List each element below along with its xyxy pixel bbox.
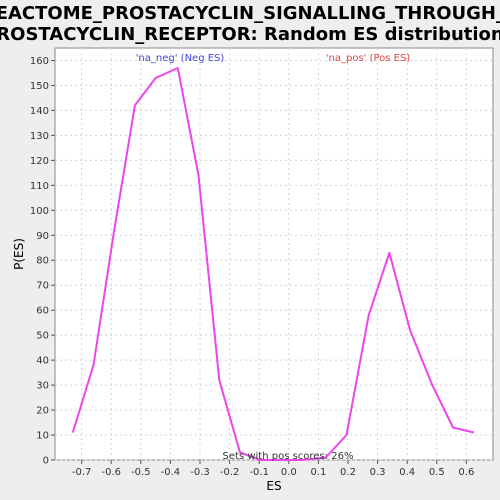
y-tick-label: 20 [36,406,49,417]
y-tick-label: 60 [36,306,49,317]
y-tick-label: 10 [36,431,49,442]
series-line [71,67,475,461]
x-tick-label: 0.6 [458,467,474,478]
y-tick-label: 50 [36,331,49,342]
chart-title-line-2: ROSTACYCLIN_RECEPTOR: Random ES distribu… [0,24,500,45]
y-tick-label: 120 [30,156,49,167]
y-tick-label: 90 [36,231,49,242]
y-tick-label: 70 [36,281,49,292]
x-tick-label: -0.5 [131,467,151,478]
neg-es-label: 'na_neg' (Neg ES) [136,53,225,64]
pos-es-label: 'na_pos' (Pos ES) [326,53,411,64]
y-tick-label: 130 [30,131,49,142]
x-tick-label: -0.6 [101,467,121,478]
y-tick-label: 100 [30,206,49,217]
x-tick-label: 0.3 [370,467,386,478]
x-tick-label: 0.4 [399,467,415,478]
y-tick-label: 160 [30,56,49,67]
x-tick-label: -0.7 [72,467,92,478]
y-tick-label: 140 [30,106,49,117]
y-tick-label: 80 [36,256,49,267]
y-axis-label: P(ES) [12,238,26,270]
x-tick-label: 0.1 [310,467,326,478]
y-tick-label: 110 [30,181,49,192]
x-tick-label: -0.4 [161,467,181,478]
plot-area [54,47,494,461]
y-tick-label: 150 [30,81,49,92]
grid-lines [55,48,493,461]
y-axis-ticks: 0 10 20 30 40 50 60 70 80 90 100 110 120 130 140 150 160 [30,56,55,467]
chart-title-line-1: REACTOME_PROSTACYCLIN_SIGNALLING_THROUGH… [0,3,500,24]
x-tick-label: 0.5 [429,467,445,478]
y-tick-label: 40 [36,356,49,367]
x-tick-label: -0.3 [190,467,210,478]
pos-scores-footer: Sets with pos scores: 26% [223,451,354,462]
x-tick-label: -0.1 [249,467,269,478]
x-tick-label: 0.0 [281,467,297,478]
x-tick-label: 0.2 [340,467,356,478]
x-axis-ticks: -0.7 -0.6 -0.5 -0.4 -0.3 -0.2 -0.1 0.0 0.1 0.2 0.3… [72,460,474,478]
y-tick-label: 0 [43,456,49,467]
x-axis-label: ES [266,479,281,493]
y-tick-label: 30 [36,381,49,392]
x-tick-label: -0.2 [220,467,240,478]
